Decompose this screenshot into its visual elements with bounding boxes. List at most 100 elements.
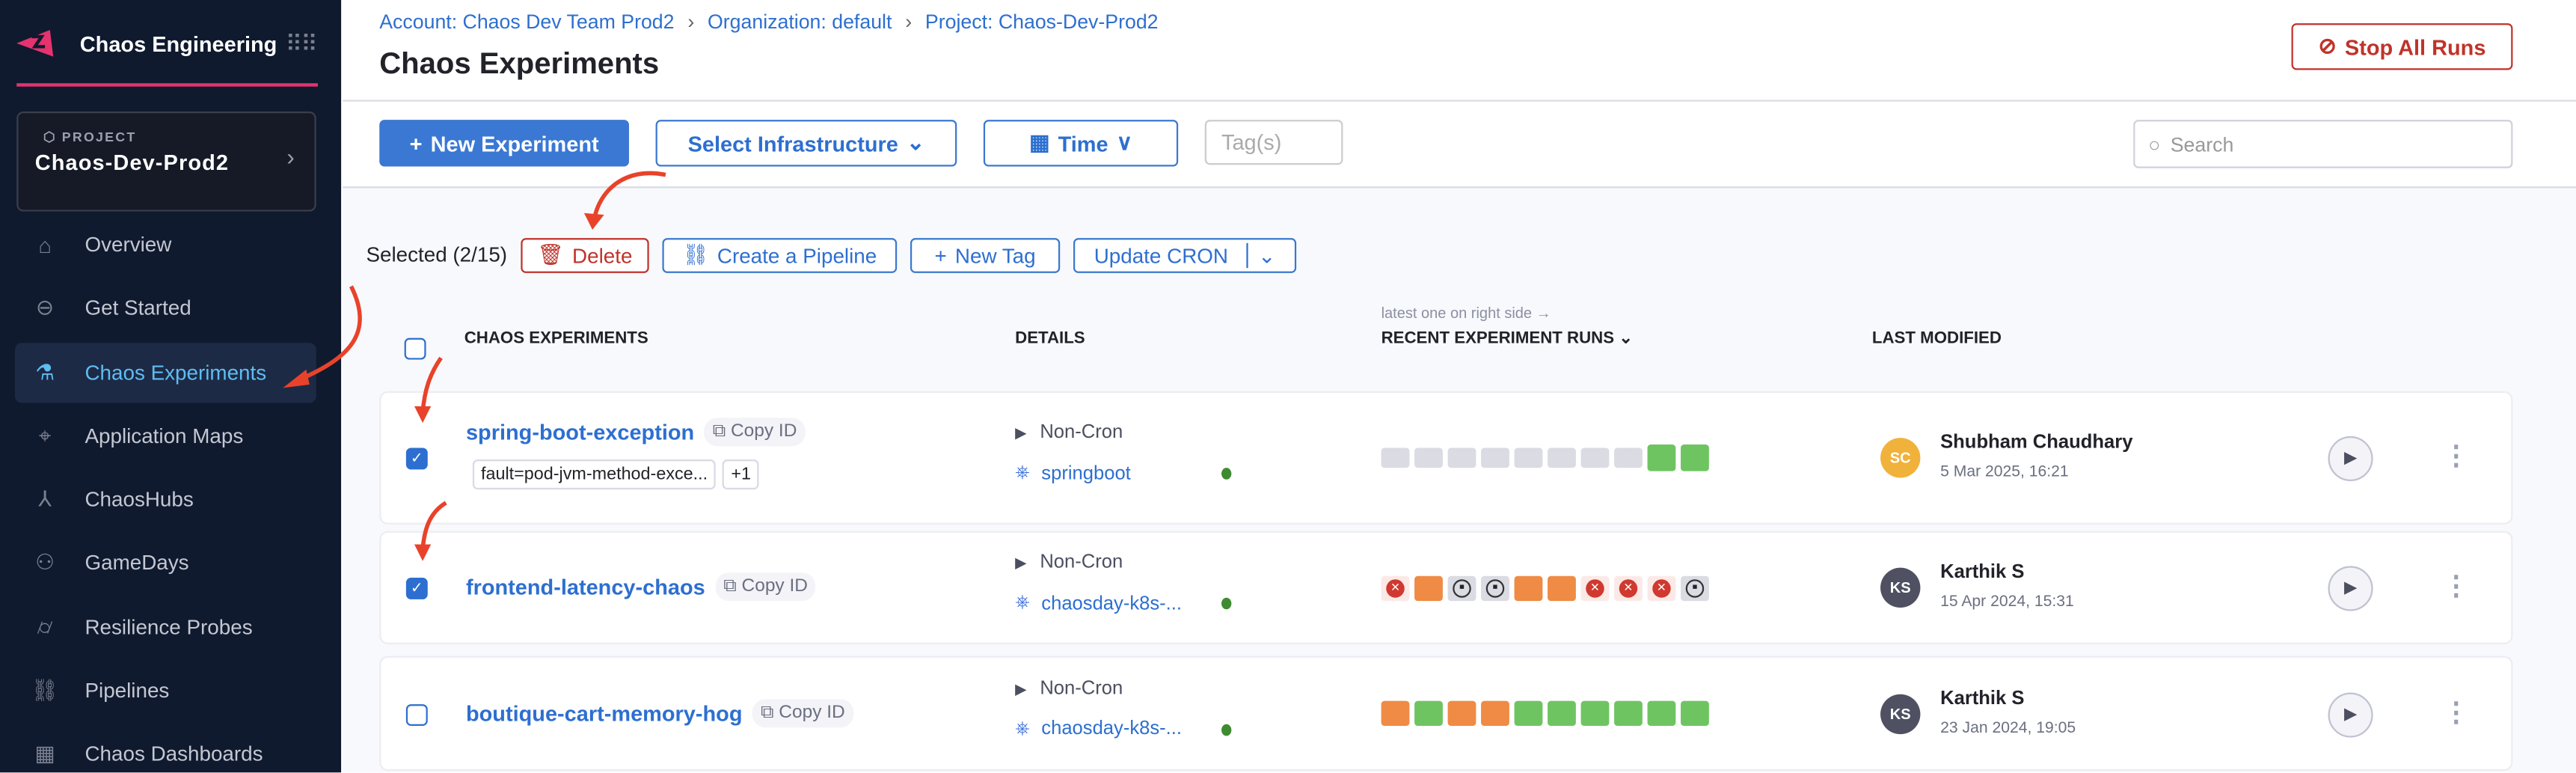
- chaos-logo-icon: [16, 30, 54, 57]
- avatar: KS: [1880, 567, 1921, 608]
- run-status-partial[interactable]: [1447, 700, 1476, 727]
- more-options-icon[interactable]: ⋮: [2443, 572, 2470, 602]
- run-status-success[interactable]: [1548, 700, 1576, 727]
- experiment-name-link[interactable]: frontend-latency-chaos: [465, 574, 705, 599]
- get-started-icon: ⊖: [35, 294, 55, 320]
- infra-status-dot: [1221, 723, 1232, 736]
- run-experiment-button[interactable]: ▶: [2328, 691, 2373, 737]
- play-small-icon: ▶: [1015, 679, 1027, 697]
- run-status-success[interactable]: [1647, 700, 1676, 727]
- sidebar-item-gamedays[interactable]: ⚇ GameDays: [15, 533, 316, 593]
- run-status-success[interactable]: [1580, 700, 1610, 727]
- row-checkbox[interactable]: ✓: [405, 578, 428, 599]
- breadcrumb-organization[interactable]: Organization: default: [708, 10, 892, 34]
- copy-id-button[interactable]: ⧉ Copy ID: [715, 572, 817, 602]
- more-options-icon[interactable]: ⋮: [2443, 442, 2470, 471]
- select-infrastructure-label: Select Infrastructure: [687, 130, 898, 156]
- pipeline-icon: ⛓: [31, 677, 59, 703]
- sidebar-item-resilience-probes[interactable]: ⌭ Resilience Probes: [15, 598, 316, 658]
- tags-input[interactable]: Tag(s): [1204, 120, 1343, 165]
- time-dropdown[interactable]: ▦ Time ∨: [983, 120, 1179, 167]
- run-status-partial[interactable]: [1514, 575, 1543, 601]
- run-experiment-button[interactable]: ▶: [2328, 436, 2373, 481]
- schedule-label: Non-Cron: [1040, 678, 1123, 699]
- run-status-none[interactable]: [1447, 447, 1476, 468]
- copy-id-button[interactable]: ⧉ Copy ID: [704, 418, 806, 447]
- infrastructure-link[interactable]: chaosday-k8s-...: [1041, 719, 1183, 739]
- breadcrumb-account[interactable]: Account: Chaos Dev Team Prod2: [379, 10, 675, 34]
- search-input[interactable]: ○ Search: [2133, 120, 2513, 168]
- tag-chip[interactable]: +1: [723, 459, 760, 490]
- run-status-error[interactable]: ✕: [1614, 575, 1643, 601]
- run-status-none[interactable]: [1414, 447, 1443, 468]
- modified-by: Shubham Chaudhary: [1940, 433, 2133, 453]
- row-checkbox[interactable]: ✓: [405, 447, 428, 470]
- run-status-success[interactable]: [1681, 444, 1709, 471]
- new-experiment-button[interactable]: + New Experiment: [379, 120, 629, 167]
- new-tag-label: New Tag: [954, 243, 1036, 268]
- project-name: Chaos-Dev-Prod2: [34, 150, 230, 175]
- select-infrastructure-dropdown[interactable]: Select Infrastructure ⌄: [655, 120, 957, 167]
- schedule-label: Non-Cron: [1040, 552, 1123, 573]
- run-status-partial[interactable]: [1414, 575, 1443, 601]
- copy-id-button[interactable]: ⧉ Copy ID: [752, 698, 853, 727]
- run-status-success[interactable]: [1614, 700, 1643, 727]
- run-status-stopped[interactable]: ■: [1681, 575, 1709, 601]
- sidebar-item-pipelines[interactable]: ⛓ Pipelines: [15, 661, 316, 721]
- run-status-error[interactable]: ✕: [1647, 575, 1676, 601]
- run-status-success[interactable]: [1514, 700, 1543, 727]
- run-experiment-button[interactable]: ▶: [2328, 566, 2373, 611]
- experiment-name-link[interactable]: spring-boot-exception: [465, 419, 695, 445]
- run-status-none[interactable]: [1514, 447, 1543, 468]
- delete-label: Delete: [572, 243, 633, 268]
- people-icon: ⚇: [35, 549, 55, 575]
- column-header-recent-runs[interactable]: RECENT EXPERIMENT RUNS ⌄: [1381, 330, 1633, 348]
- run-status-partial[interactable]: [1481, 700, 1509, 727]
- run-status-success[interactable]: [1414, 700, 1443, 727]
- sidebar-item-application-maps[interactable]: ⌖ Application Maps: [15, 406, 316, 466]
- sidebar-item-get-started[interactable]: ⊖ Get Started: [15, 278, 316, 338]
- infrastructure-link[interactable]: springboot: [1041, 463, 1131, 484]
- recent-runs: [1381, 442, 1709, 474]
- run-status-error[interactable]: ✕: [1580, 575, 1610, 601]
- divider: [343, 100, 2576, 102]
- crosshair-icon: ⌖: [38, 423, 52, 448]
- runs-hint: latest one on right side →: [1381, 305, 1551, 322]
- run-status-success[interactable]: [1681, 700, 1709, 727]
- run-status-partial[interactable]: [1548, 575, 1576, 601]
- run-status-none[interactable]: [1580, 447, 1610, 468]
- run-status-stopped[interactable]: ■: [1481, 575, 1509, 601]
- breadcrumb-project[interactable]: Project: Chaos-Dev-Prod2: [924, 10, 1159, 34]
- copy-icon: ⧉: [723, 575, 742, 596]
- sidebar-item-chaos-dashboards[interactable]: ▦ Chaos Dashboards: [15, 724, 316, 773]
- sidebar-item-chaos-experiments[interactable]: ⚗ Chaos Experiments: [15, 343, 316, 403]
- trash-icon: 🗑: [537, 242, 564, 266]
- experiment-name-link[interactable]: boutique-cart-memory-hog: [465, 700, 743, 725]
- run-status-none[interactable]: [1481, 447, 1509, 468]
- more-options-icon[interactable]: ⋮: [2443, 698, 2470, 727]
- sidebar-item-chaoshubs[interactable]: ⅄ ChaosHubs: [15, 469, 316, 529]
- delete-button[interactable]: 🗑 Delete: [521, 238, 649, 273]
- run-status-partial[interactable]: [1381, 700, 1410, 727]
- app-grid-icon[interactable]: ⠿⠿: [285, 28, 318, 56]
- new-tag-button[interactable]: + New Tag: [910, 238, 1061, 273]
- copy-id-label: Copy ID: [741, 575, 808, 596]
- run-status-none[interactable]: [1381, 447, 1410, 468]
- infrastructure-link[interactable]: chaosday-k8s-...: [1041, 593, 1183, 614]
- select-all-checkbox[interactable]: [404, 337, 426, 360]
- stop-all-runs-button[interactable]: ⊘ Stop All Runs: [2291, 23, 2513, 70]
- create-pipeline-button[interactable]: ⛓ Create a Pipeline: [662, 238, 898, 273]
- plus-icon: +: [409, 130, 423, 156]
- tag-chip[interactable]: fault=pod-jvm-method-exce...: [472, 459, 717, 490]
- run-status-success[interactable]: [1647, 444, 1676, 471]
- run-status-error[interactable]: ✕: [1381, 575, 1410, 601]
- chevron-down-icon[interactable]: ⌄: [1246, 242, 1275, 269]
- update-cron-button[interactable]: Update CRON ⌄: [1073, 238, 1297, 273]
- sidebar-item-overview[interactable]: ⌂ Overview: [15, 215, 316, 275]
- chevron-down-icon: ⌄: [906, 129, 925, 155]
- run-status-none[interactable]: [1614, 447, 1643, 468]
- row-checkbox[interactable]: [405, 703, 428, 725]
- project-selector[interactable]: ⬡ PROJECT Chaos-Dev-Prod2 ›: [16, 111, 316, 212]
- run-status-none[interactable]: [1548, 447, 1576, 468]
- run-status-stopped[interactable]: ■: [1447, 575, 1476, 601]
